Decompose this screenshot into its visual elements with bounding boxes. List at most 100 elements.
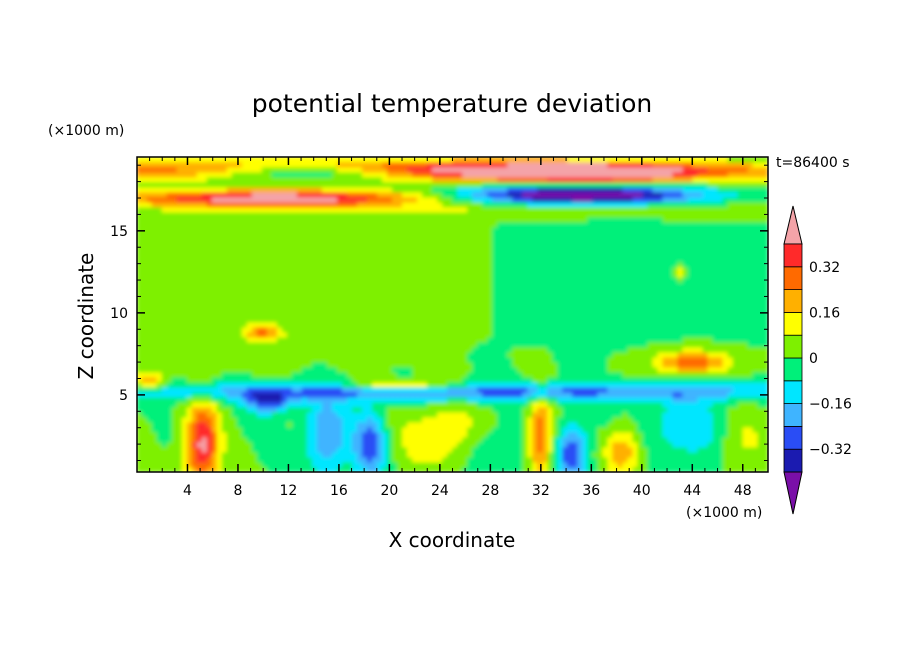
field-cell bbox=[281, 451, 288, 458]
field-cell bbox=[276, 431, 283, 438]
field-cell bbox=[737, 296, 744, 303]
field-cell bbox=[427, 286, 433, 293]
field-cell bbox=[346, 431, 353, 438]
field-cell bbox=[557, 276, 564, 283]
field-cell bbox=[356, 276, 363, 283]
field-cell bbox=[652, 376, 659, 383]
field-cell bbox=[627, 431, 634, 438]
field-cell bbox=[271, 421, 278, 428]
field-cell bbox=[607, 386, 614, 393]
field-cell bbox=[137, 456, 143, 463]
field-cell bbox=[657, 426, 664, 433]
field-cell bbox=[752, 356, 759, 363]
field-cell bbox=[141, 456, 148, 463]
field-cell bbox=[141, 311, 148, 318]
field-cell bbox=[537, 331, 544, 338]
field-cell bbox=[161, 466, 168, 472]
field-cell bbox=[306, 301, 313, 308]
field-cell bbox=[742, 311, 749, 318]
field-cell bbox=[637, 376, 644, 383]
field-cell bbox=[642, 451, 649, 458]
field-cell bbox=[387, 326, 393, 333]
field-cell bbox=[537, 301, 544, 308]
field-cell bbox=[407, 321, 413, 328]
field-cell bbox=[326, 281, 333, 288]
field-cell bbox=[392, 421, 398, 428]
field-cell bbox=[321, 441, 328, 448]
field-cell bbox=[562, 461, 569, 468]
field-cell bbox=[517, 461, 524, 468]
field-cell bbox=[246, 381, 253, 388]
field-cell bbox=[697, 416, 704, 423]
field-cell bbox=[397, 421, 403, 428]
field-cell bbox=[341, 356, 348, 363]
field-cell bbox=[176, 386, 183, 393]
field-cell bbox=[166, 451, 173, 458]
field-cell bbox=[717, 311, 724, 318]
field-cell bbox=[717, 466, 724, 472]
field-cell bbox=[301, 451, 308, 458]
field-cell bbox=[582, 281, 589, 288]
field-cell bbox=[727, 306, 734, 313]
field-cell bbox=[622, 291, 629, 298]
field-cell bbox=[381, 286, 388, 293]
field-cell bbox=[356, 426, 363, 433]
field-cell bbox=[286, 291, 293, 298]
field-cell bbox=[397, 316, 403, 323]
field-cell bbox=[156, 381, 163, 388]
field-cell bbox=[692, 386, 699, 393]
field-cell bbox=[346, 311, 353, 318]
field-cell bbox=[412, 276, 418, 283]
field-cell bbox=[627, 321, 634, 328]
field-cell bbox=[722, 416, 729, 423]
field-cell bbox=[211, 281, 218, 288]
field-cell bbox=[517, 301, 524, 308]
field-cell bbox=[336, 406, 343, 413]
field-cell bbox=[617, 441, 624, 448]
field-cell bbox=[642, 311, 649, 318]
field-cell bbox=[361, 371, 368, 378]
field-cell bbox=[462, 336, 468, 343]
field-cell bbox=[517, 321, 524, 328]
field-cell bbox=[306, 386, 313, 393]
field-cell bbox=[597, 276, 604, 283]
field-cell bbox=[361, 356, 368, 363]
field-cell bbox=[742, 361, 749, 368]
field-cell bbox=[607, 436, 614, 443]
field-cell bbox=[462, 341, 468, 348]
field-cell bbox=[271, 431, 278, 438]
field-cell bbox=[336, 286, 343, 293]
field-cell bbox=[206, 431, 213, 438]
field-cell bbox=[462, 316, 468, 323]
field-cell bbox=[677, 296, 684, 303]
field-cell bbox=[487, 331, 493, 338]
field-cell bbox=[291, 296, 298, 303]
field-cell bbox=[597, 366, 604, 373]
field-cell bbox=[271, 341, 278, 348]
field-cell bbox=[271, 416, 278, 423]
field-cell bbox=[517, 331, 524, 338]
field-cell bbox=[427, 316, 433, 323]
field-cell bbox=[387, 386, 393, 393]
field-cell bbox=[427, 361, 433, 368]
field-cell bbox=[617, 341, 624, 348]
field-cell bbox=[742, 341, 749, 348]
field-cell bbox=[742, 371, 749, 378]
field-cell bbox=[161, 386, 168, 393]
field-cell bbox=[336, 311, 343, 318]
field-cell bbox=[241, 291, 248, 298]
field-cell bbox=[747, 386, 754, 393]
field-cell bbox=[341, 311, 348, 318]
field-cell bbox=[532, 421, 539, 428]
field-cell bbox=[752, 281, 759, 288]
field-cell bbox=[652, 466, 659, 472]
field-cell bbox=[231, 351, 238, 358]
field-cell bbox=[467, 366, 473, 373]
field-cell bbox=[717, 321, 724, 328]
field-cell bbox=[677, 366, 684, 373]
field-cell bbox=[311, 316, 318, 323]
field-cell bbox=[366, 421, 373, 428]
field-cell bbox=[537, 406, 544, 413]
field-cell bbox=[682, 326, 689, 333]
field-cell bbox=[492, 356, 498, 363]
